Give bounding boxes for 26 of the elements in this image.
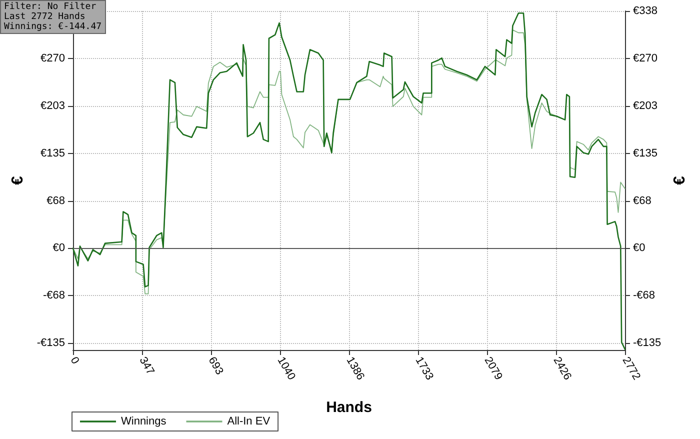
annotation: Last 2772 Hands [4,12,86,22]
y-tick-label: €68 [46,194,65,207]
y2-tick-label: €135 [633,147,658,160]
y-tick-label: €0 [52,242,65,254]
x-tick-label: 347 [136,355,156,377]
x-axis-title: Hands [326,399,372,416]
y2-tick-label: €338 [633,5,658,17]
y-axis-title: € [9,176,26,185]
y-tick-label: €270 [40,52,65,64]
y2-tick-label: €0 [633,242,646,254]
y2-tick-label: -€135 [633,337,662,350]
y-tick-label: -€135 [36,337,65,350]
legend-label: Winnings [121,416,167,428]
y-tick-label: -€68 [42,290,65,302]
y2-tick-label: €68 [633,194,652,207]
y2-tick-label: €270 [633,52,658,64]
y2-axis-title: € [672,176,689,185]
y2-tick-label: €203 [633,100,658,112]
y-tick-label: €203 [40,100,65,112]
x-tick-label: 693 [206,355,226,377]
legend-label: All-In EV [227,416,271,428]
y-tick-label: €135 [40,147,65,160]
annotation: Winnings: €-144.47 [4,22,102,32]
x-tick-label: 0 [68,355,82,366]
y2-tick-label: -€68 [633,290,656,302]
annotation: Filter: No Filter [4,2,98,12]
